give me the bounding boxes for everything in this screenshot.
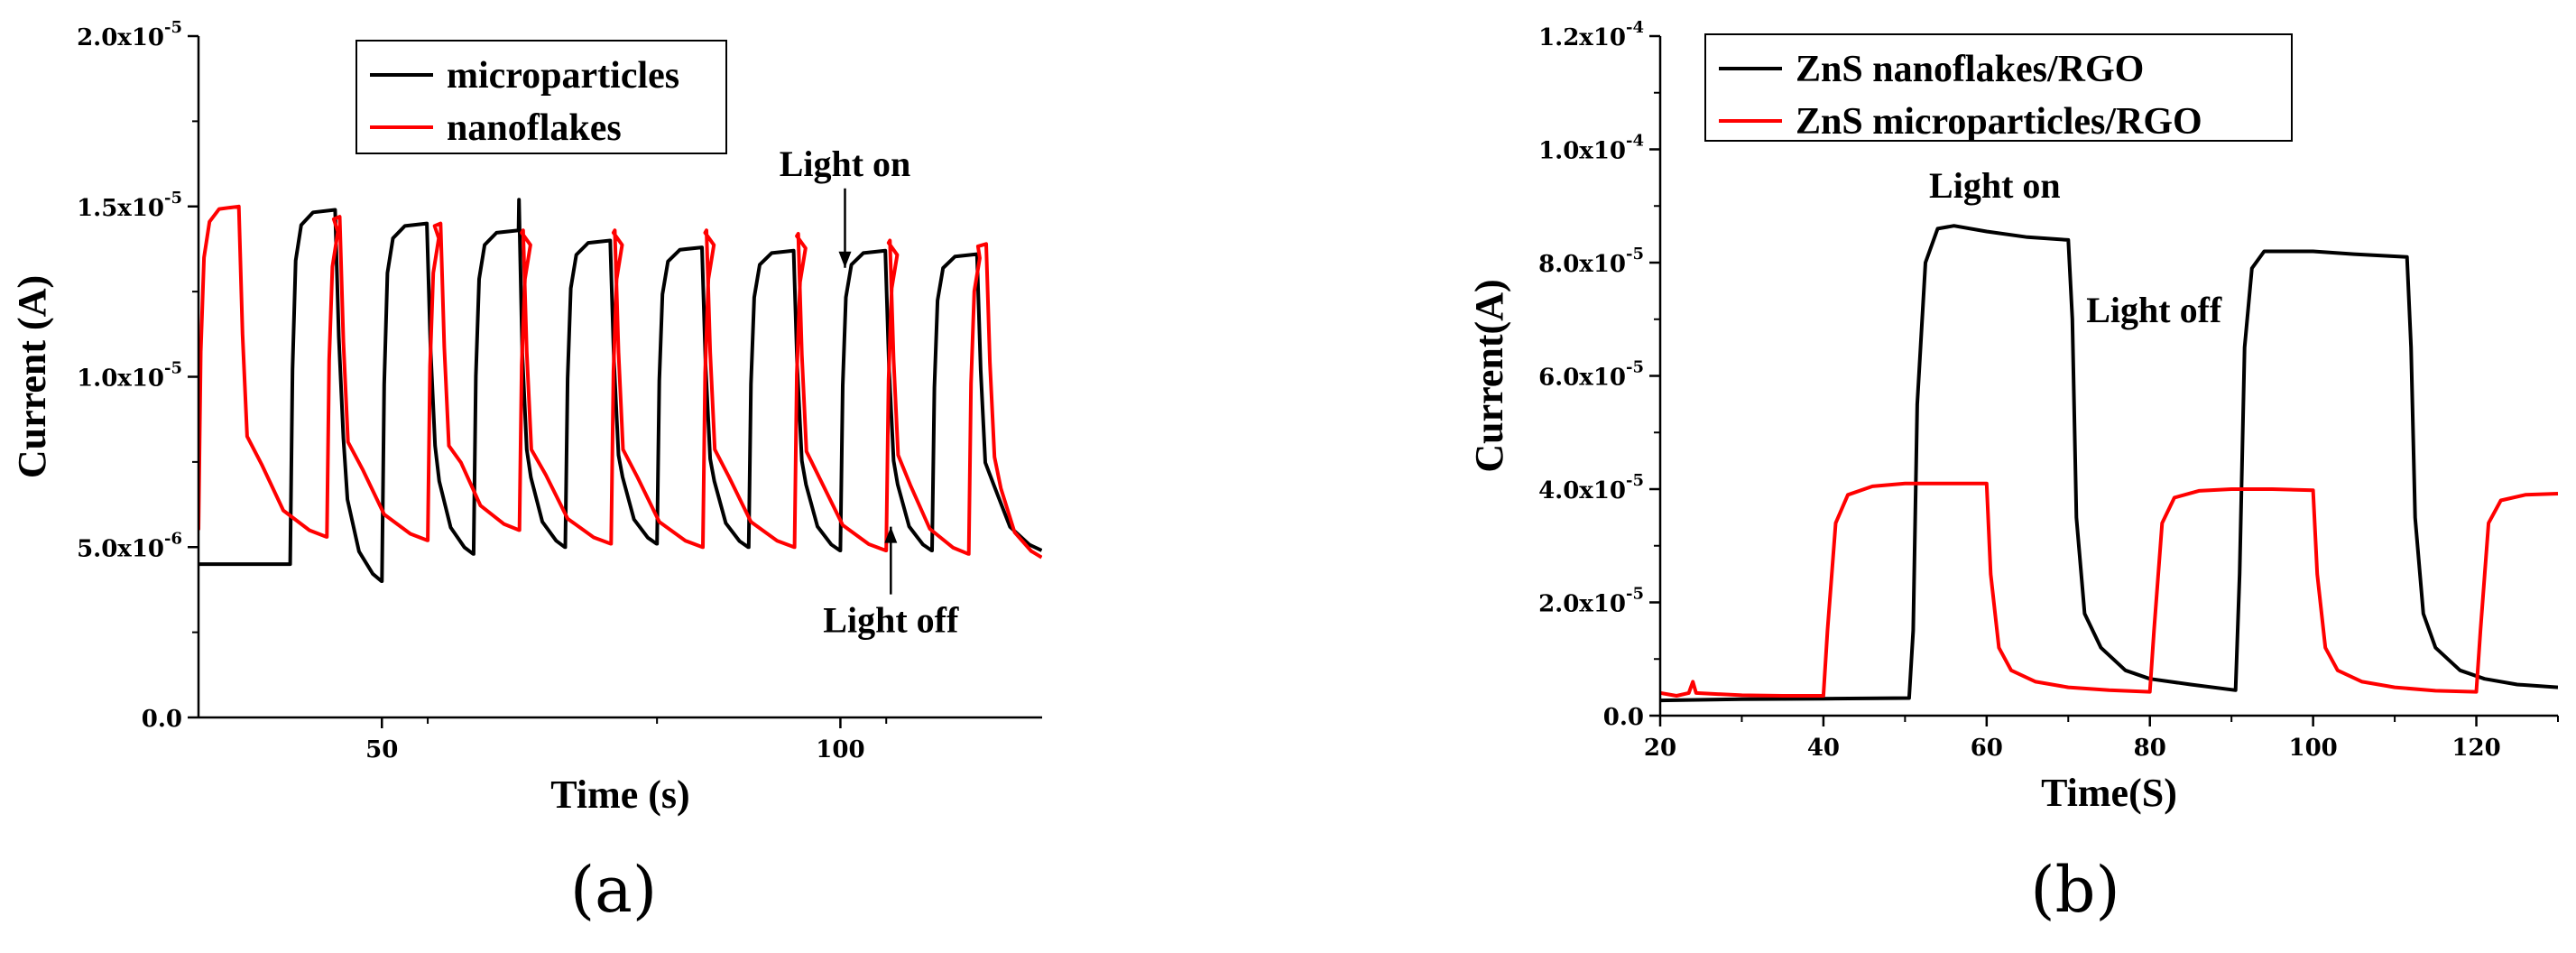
annotation-a-0: Light on xyxy=(780,143,911,184)
y-tick-label-a-2: 1.0x10-5 xyxy=(77,359,182,393)
y-tick-label-a-3: 1.5x10-5 xyxy=(77,189,182,222)
y-tick-label-a-4: 2.0x10-5 xyxy=(77,18,182,51)
x-tick-label-b-5: 120 xyxy=(2451,735,2500,762)
y-axis-title-a: Current (A) xyxy=(10,275,54,478)
legend-b: ZnS nanoflakes/RGO ZnS microparticles/RGO xyxy=(1704,33,2293,143)
x-tick-label-b-0: 20 xyxy=(1644,735,1676,762)
panel-label-a: (a) xyxy=(570,853,657,927)
y-tick-label-b-5: 1.0x10-4 xyxy=(1538,132,1644,165)
x-tick-label-a-0: 50 xyxy=(365,736,398,763)
y-tick-label-b-4: 8.0x10-5 xyxy=(1538,245,1644,278)
x-tick-label-b-4: 100 xyxy=(2288,735,2337,762)
series-line-b-1 xyxy=(1660,481,2558,698)
y-tick-label-a-0: 0.0 xyxy=(142,706,182,733)
annotation-arrowhead-a-0 xyxy=(838,251,852,268)
legend-label-b-1: ZnS microparticles/RGO xyxy=(1796,101,2202,143)
legend-a: microparticles nanoflakes xyxy=(355,40,727,154)
y-axis-title-b: Current(A) xyxy=(1467,279,1511,472)
y-tick-label-b-1: 2.0x10-5 xyxy=(1538,585,1644,618)
panel-label-b: (b) xyxy=(2030,853,2119,927)
x-axis-title-a: Time (s) xyxy=(550,773,689,817)
series-line-a-0 xyxy=(199,198,1042,583)
legend-label-a-0: microparticles xyxy=(447,55,679,97)
annotation-a-1: Light off xyxy=(823,600,959,641)
annotation-b-0: Light on xyxy=(1929,165,2061,206)
x-tick-label-b-3: 80 xyxy=(2134,735,2166,762)
x-tick-label-b-2: 60 xyxy=(1971,735,2003,762)
y-tick-label-b-2: 4.0x10-5 xyxy=(1538,471,1644,504)
x-tick-label-a-1: 100 xyxy=(816,736,864,763)
series-line-a-1 xyxy=(199,204,1042,560)
chart-panel-a: 0.0 5.0x10-6 1.0x10-5 1.5x10-5 2.0x10-5 50 100… xyxy=(10,18,1042,927)
annotation-b-1: Light off xyxy=(2086,290,2222,330)
y-tick-label-b-3: 6.0x10-5 xyxy=(1538,358,1644,392)
legend-box-b xyxy=(1704,33,2293,142)
legend-label-b-0: ZnS nanoflakes/RGO xyxy=(1796,49,2144,90)
y-tick-label-b-0: 0.0 xyxy=(1603,704,1644,731)
y-tick-label-b-6: 1.2x10-4 xyxy=(1538,18,1644,51)
x-tick-label-b-1: 40 xyxy=(1807,735,1840,762)
chart-panel-b: 0.0 2.0x10-5 4.0x10-5 6.0x10-5 8.0x10-5 1.0x1… xyxy=(1467,18,2559,927)
annotation-arrowhead-a-1 xyxy=(884,526,898,543)
legend-label-a-1: nanoflakes xyxy=(447,107,622,149)
y-tick-label-a-1: 5.0x10-6 xyxy=(77,529,182,562)
legend-box-a xyxy=(355,40,727,154)
x-axis-title-b: Time(S) xyxy=(2041,771,2177,815)
